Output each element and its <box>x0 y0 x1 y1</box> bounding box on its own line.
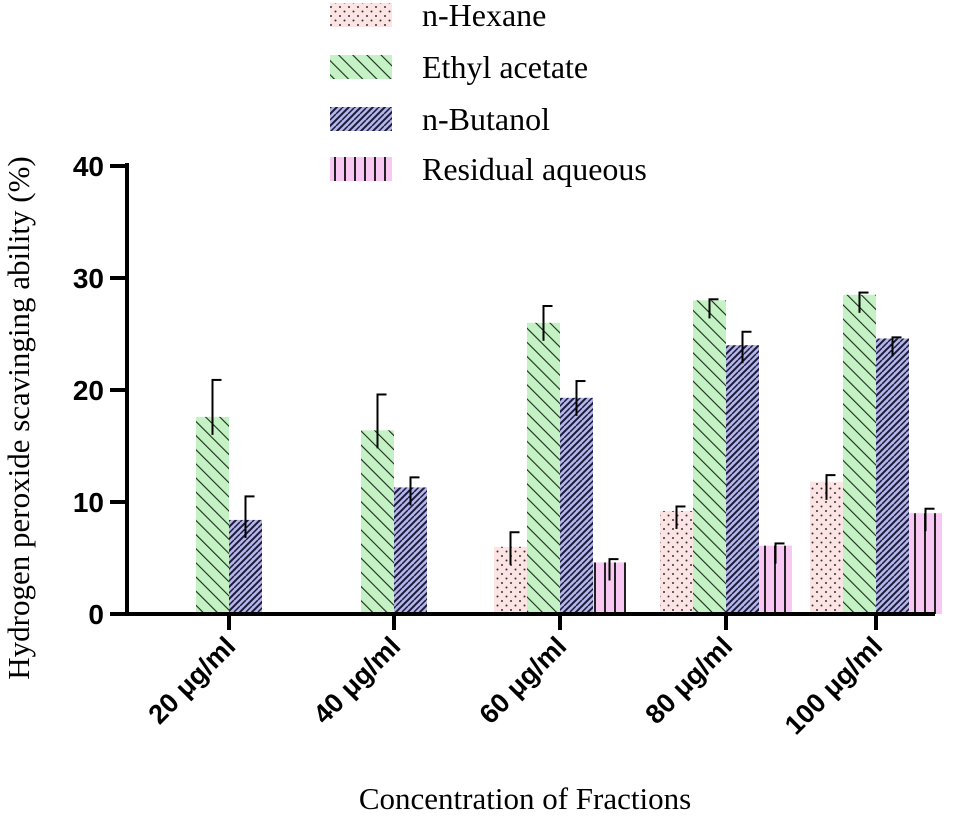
legend-swatch-n-hexane <box>330 3 392 27</box>
bar-ethyl-acetate-4 <box>843 294 876 614</box>
legend-swatch-ethyl-acetate <box>330 55 392 79</box>
y-tick-label: 20 <box>73 375 104 406</box>
legend: n-Hexane Ethyl acetate n-Butanol Residual a… <box>330 0 647 187</box>
x-axis-title: Concentration of Fractions <box>359 781 691 816</box>
bars-layer <box>196 294 942 614</box>
x-tick-label: 80 μg/ml <box>640 631 739 730</box>
y-tick-label: 0 <box>88 599 104 630</box>
bar-ethyl-acetate-2 <box>527 322 560 614</box>
error-bars-layer <box>211 291 935 581</box>
legend-label: Residual aqueous <box>422 151 647 187</box>
bar-ethyl-acetate-0 <box>196 416 229 614</box>
bar-ethyl-acetate-1 <box>361 430 394 614</box>
bar-n-butanol-2 <box>560 397 593 614</box>
legend-swatch-n-butanol <box>330 107 392 131</box>
bar-n-butanol-3 <box>726 345 759 614</box>
x-tick-label: 100 μg/ml <box>779 631 888 740</box>
bar-n-butanol-4 <box>876 338 909 614</box>
y-tick-label: 30 <box>73 263 104 294</box>
x-tick-label: 40 μg/ml <box>308 631 407 730</box>
legend-label: n-Hexane <box>422 0 546 33</box>
bar-n-hexane-4 <box>810 481 843 614</box>
legend-label: n-Butanol <box>422 101 550 137</box>
y-axis-title: Hydrogen peroxide scavinging ability (%) <box>1 156 36 679</box>
x-tick-label: 60 μg/ml <box>474 631 573 730</box>
y-tick-label: 40 <box>73 151 104 182</box>
bar-ethyl-acetate-3 <box>693 300 726 614</box>
legend-swatch-residual-aqueous <box>330 157 392 181</box>
x-tick-label: 20 μg/ml <box>143 631 242 730</box>
x-ticks: 20 μg/ml 40 μg/ml 60 μg/ml 80 μg/ml 100 μg/m… <box>143 614 888 740</box>
y-ticks: 0 10 20 30 40 <box>73 151 127 630</box>
legend-label: Ethyl acetate <box>422 49 588 85</box>
y-tick-label: 10 <box>73 487 104 518</box>
bar-n-butanol-1 <box>394 487 427 614</box>
